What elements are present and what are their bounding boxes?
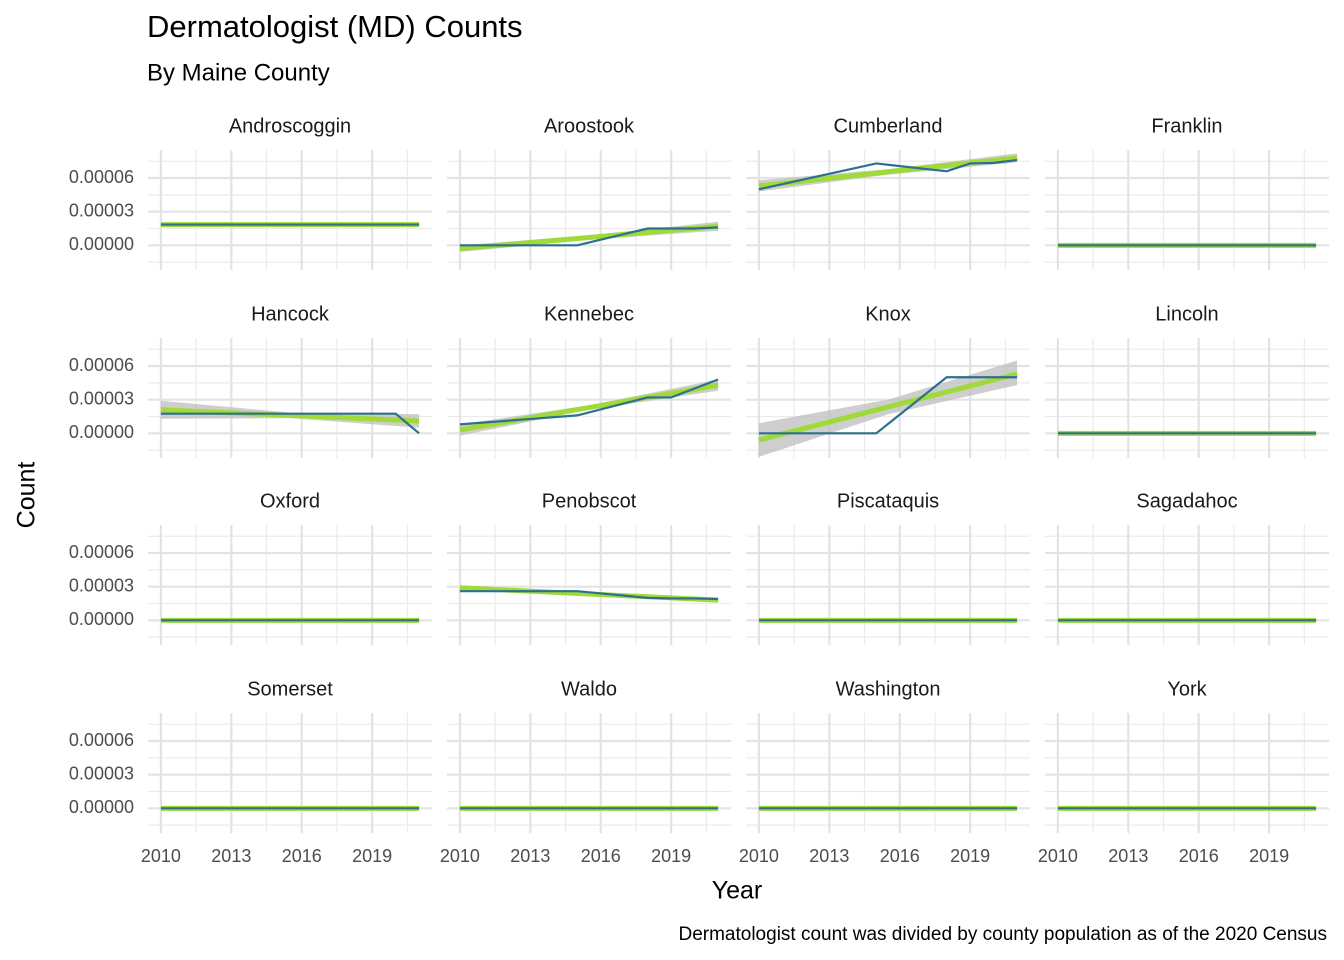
y-tick-label: 0.00003 [69, 388, 134, 408]
x-tick-label: 2013 [211, 846, 251, 866]
x-tick-label: 2013 [1108, 846, 1148, 866]
strip-title: Cumberland [834, 115, 943, 137]
strip-title: Kennebec [544, 303, 634, 325]
data-line [758, 159, 1018, 191]
x-tick-label: 2019 [352, 846, 392, 866]
y-tick-label: 0.00006 [69, 167, 134, 187]
x-tick-label: 2019 [1249, 846, 1289, 866]
strip-title: Hancock [251, 303, 330, 325]
y-tick-label: 0.00000 [69, 422, 134, 442]
strip-title: Washington [836, 678, 941, 700]
data-line [160, 412, 420, 435]
x-tick-label: 2010 [1038, 846, 1078, 866]
data-line [459, 226, 719, 247]
x-tick-label: 2016 [880, 846, 920, 866]
x-tick-label: 2013 [510, 846, 550, 866]
x-tick-label: 2010 [440, 846, 480, 866]
data-line [459, 590, 719, 601]
strip-title: Knox [865, 303, 911, 325]
strip-title: Androscoggin [229, 115, 351, 137]
chart-subtitle: By Maine County [147, 59, 330, 86]
y-tick-label: 0.00003 [69, 763, 134, 783]
strip-title: Penobscot [542, 490, 637, 512]
x-tick-label: 2013 [809, 846, 849, 866]
caption: Dermatologist count was divided by count… [678, 924, 1327, 945]
x-tick-label: 2010 [141, 846, 181, 866]
y-tick-label: 0.00006 [69, 730, 134, 750]
y-tick-label: 0.00000 [69, 797, 134, 817]
strip-title: Franklin [1151, 115, 1222, 137]
y-tick-label: 0.00006 [69, 355, 134, 375]
x-tick-label: 2010 [739, 846, 779, 866]
strip-title: Sagadahoc [1136, 490, 1237, 512]
x-axis-title: Year [712, 877, 763, 905]
x-tick-label: 2019 [950, 846, 990, 866]
strip-title: Lincoln [1155, 303, 1218, 325]
y-axis-title: Count [13, 462, 41, 529]
x-tick-label: 2016 [1179, 846, 1219, 866]
trend-line [160, 407, 420, 424]
strip-title: Waldo [561, 678, 617, 700]
chart-title: Dermatologist (MD) Counts [147, 9, 523, 44]
y-tick-label: 0.00000 [69, 234, 134, 254]
strip-title: Somerset [247, 678, 333, 700]
y-tick-label: 0.00006 [69, 542, 134, 562]
x-tick-label: 2016 [282, 846, 322, 866]
y-tick-label: 0.00000 [69, 609, 134, 629]
data-line [459, 378, 719, 426]
strip-title: Oxford [260, 490, 320, 512]
x-tick-label: 2016 [581, 846, 621, 866]
x-tick-label: 2019 [651, 846, 691, 866]
strip-title: York [1167, 678, 1207, 700]
trend-line [758, 371, 1018, 443]
strip-title: Aroostook [544, 115, 635, 137]
trend-line [459, 382, 719, 433]
y-tick-label: 0.00003 [69, 575, 134, 595]
strip-title: Piscataquis [837, 490, 939, 512]
data-line [758, 376, 1018, 435]
y-tick-label: 0.00003 [69, 200, 134, 220]
